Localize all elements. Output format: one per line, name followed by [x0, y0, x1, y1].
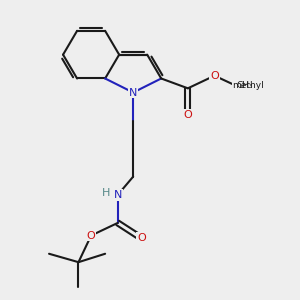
Text: O: O [87, 230, 95, 241]
Text: N: N [129, 88, 137, 98]
Text: H: H [101, 188, 110, 199]
Text: O: O [137, 233, 146, 243]
Text: methyl: methyl [232, 81, 264, 90]
Text: N: N [114, 190, 122, 200]
Text: O: O [210, 71, 219, 81]
Text: CH₃: CH₃ [237, 81, 253, 90]
Text: O: O [184, 110, 192, 120]
